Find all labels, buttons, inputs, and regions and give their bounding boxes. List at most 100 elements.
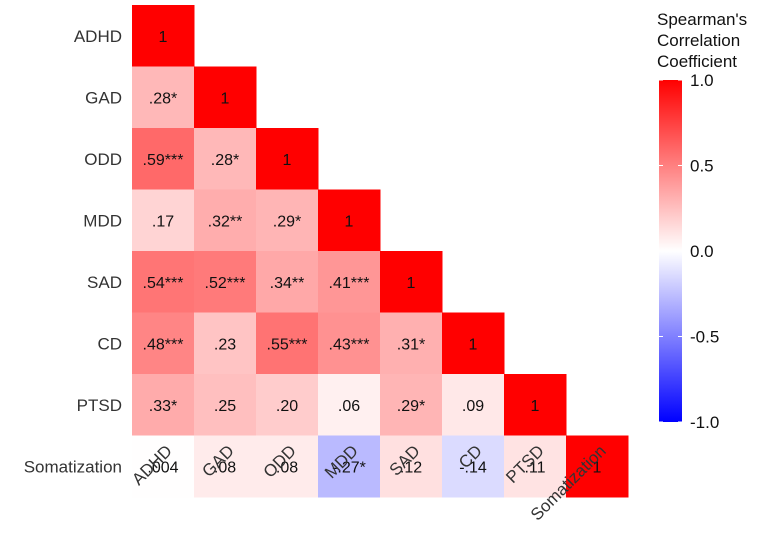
cell-odd-adhd	[132, 128, 195, 190]
cell-adhd-adhd	[132, 5, 195, 67]
heatmap-cell: .55***	[256, 312, 319, 375]
heatmap-cell: .08	[256, 435, 319, 498]
row-label-gad: GAD	[85, 88, 122, 107]
heatmap-cell: .28*	[132, 66, 195, 129]
heatmap-cell: .004	[132, 435, 195, 498]
cell-value-label: 1	[159, 29, 168, 46]
cell-sad-mdd	[318, 251, 381, 313]
cell-value-label: 1	[283, 152, 292, 169]
cell-value-label: .32**	[208, 213, 243, 230]
cell-ptsd-cd	[442, 374, 505, 436]
cell-sad-adhd	[132, 251, 195, 313]
heatmap-cell: .29*	[256, 189, 319, 252]
heatmap-cell: .08	[194, 435, 257, 498]
heatmap-cell: .34**	[256, 251, 319, 313]
heatmap-cell: -.27*	[318, 435, 381, 498]
cell-sad-odd	[256, 251, 319, 313]
cell-value-label: .33*	[149, 398, 177, 415]
cell-value-label: 1	[221, 90, 230, 107]
cell-ptsd-adhd	[132, 374, 195, 436]
heatmap-cell: 1	[132, 5, 195, 67]
heatmap-cell: .20	[256, 374, 319, 436]
cell-value-label: .59***	[143, 152, 184, 169]
cell-value-label: .09	[462, 398, 484, 415]
cell-value-label: .29*	[397, 398, 425, 415]
cell-value-label: .29*	[273, 213, 301, 230]
cell-value-label: .25	[214, 398, 236, 415]
cell-value-label: .08	[276, 459, 298, 476]
heatmap-cell: .17	[132, 189, 195, 252]
heatmap-cell: 1	[256, 128, 319, 190]
cell-value-label: .48***	[143, 336, 184, 353]
heatmap-cell: .52***	[194, 251, 257, 313]
cell-sad-gad	[194, 251, 257, 313]
heatmap-cell: .11	[504, 435, 567, 498]
cell-value-label: .23	[214, 336, 236, 353]
heatmap-cell: 1	[194, 66, 257, 129]
row-label-somatization: Somatization	[24, 457, 122, 476]
row-label-sad: SAD	[87, 273, 122, 292]
cell-somatization-gad	[194, 435, 257, 498]
cell-gad-gad	[194, 66, 257, 129]
heatmap-cell: .09	[442, 374, 505, 436]
cell-ptsd-mdd	[318, 374, 381, 436]
cell-odd-odd	[256, 128, 319, 190]
cell-ptsd-gad	[194, 374, 257, 436]
heatmap-cell: .32**	[194, 189, 257, 252]
legend-title-line: Coefficient	[657, 52, 737, 71]
heatmap-cell: .43***	[318, 312, 381, 375]
legend-title-line: Spearman's	[657, 10, 747, 29]
heatmap-cell: .23	[194, 312, 257, 375]
cell-value-label: .004	[147, 459, 178, 476]
cell-value-label: .11	[524, 459, 545, 476]
cell-ptsd-sad	[380, 374, 443, 436]
heatmap-cell: .41***	[318, 251, 381, 313]
cell-cd-sad	[380, 312, 443, 375]
cell-cd-gad	[194, 312, 257, 375]
heatmap-cell: 1	[566, 435, 629, 498]
heatmap-cell: 1	[442, 312, 505, 375]
cell-somatization-odd	[256, 435, 319, 498]
row-label-adhd: ADHD	[74, 27, 122, 46]
cell-value-label: .06	[338, 398, 360, 415]
cell-sad-sad	[380, 251, 443, 313]
legend-tick-label: 1.0	[690, 71, 714, 90]
cell-value-label: .28*	[149, 90, 177, 107]
cell-value-label: .17	[152, 213, 174, 230]
cell-cd-cd	[442, 312, 505, 375]
cell-odd-gad	[194, 128, 257, 190]
cell-somatization-adhd	[132, 435, 195, 498]
heatmap-cell: -.14	[442, 435, 505, 498]
cell-value-label: .52***	[205, 275, 246, 292]
heatmap-cell: .59***	[132, 128, 195, 190]
heatmap-cell: .06	[318, 374, 381, 436]
row-label-mdd: MDD	[83, 211, 122, 230]
heatmap-cell: 1	[380, 251, 443, 313]
cell-value-label: .55***	[267, 336, 308, 353]
cell-value-label: .54***	[143, 275, 184, 292]
heatmap-cell: .48***	[132, 312, 195, 375]
cell-value-label: 1	[345, 213, 354, 230]
cell-value-label: 1	[593, 459, 602, 476]
cell-value-label: .31*	[397, 336, 425, 353]
heatmap-cell: 1	[504, 374, 567, 436]
cell-value-label: .28*	[211, 152, 239, 169]
cell-somatization-ptsd	[504, 435, 567, 498]
cell-cd-mdd	[318, 312, 381, 375]
cell-mdd-mdd	[318, 189, 381, 252]
row-label-odd: ODD	[84, 150, 122, 169]
cell-gad-adhd	[132, 66, 195, 129]
cell-value-label: .08	[214, 459, 236, 476]
cell-mdd-adhd	[132, 189, 195, 252]
legend-color-bar	[659, 80, 682, 422]
cell-value-label: .41***	[329, 275, 370, 292]
cell-value-label: .43***	[329, 336, 370, 353]
cell-ptsd-ptsd	[504, 374, 567, 436]
cell-value-label: -.27*	[332, 459, 366, 476]
cell-value-label: .20	[276, 398, 298, 415]
row-label-cd: CD	[97, 334, 122, 353]
heatmap-cell: .28*	[194, 128, 257, 190]
heatmap-cell: .29*	[380, 374, 443, 436]
